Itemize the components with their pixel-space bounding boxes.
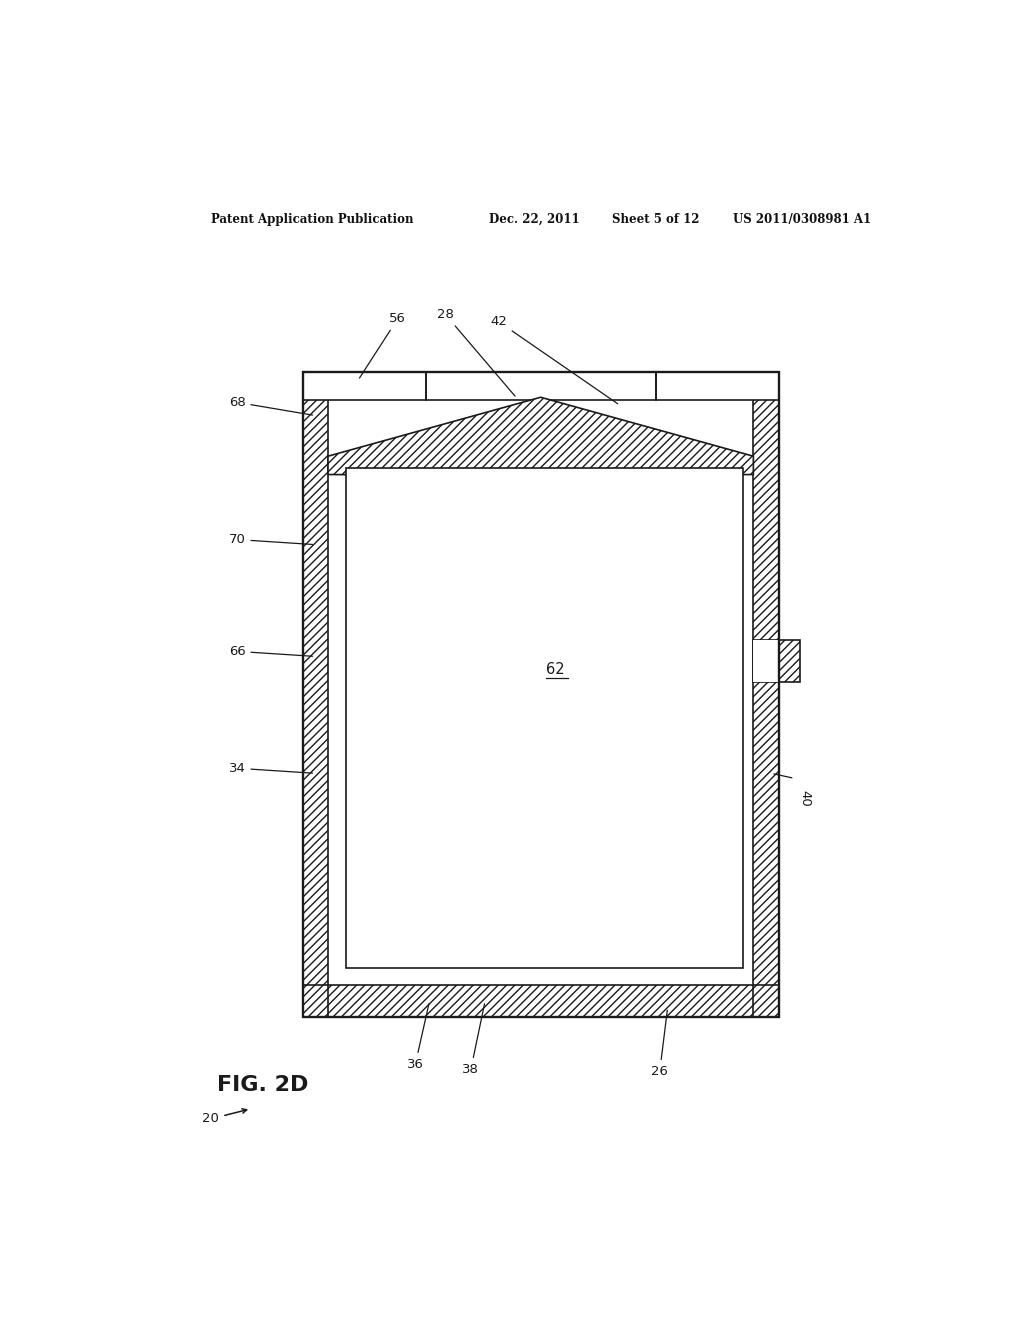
Polygon shape	[328, 397, 754, 477]
Text: 70: 70	[228, 533, 312, 546]
Text: 38: 38	[463, 1003, 484, 1076]
Bar	[303, 372, 426, 400]
Text: Sheet 5 of 12: Sheet 5 of 12	[612, 213, 699, 226]
Text: 36: 36	[407, 1003, 429, 1071]
Text: 56: 56	[359, 312, 407, 378]
Text: 20: 20	[203, 1109, 247, 1126]
Text: Patent Application Publication: Patent Application Publication	[211, 213, 414, 226]
Bar	[303, 372, 778, 1018]
Bar	[754, 372, 778, 1018]
Text: Dec. 22, 2011: Dec. 22, 2011	[489, 213, 580, 226]
Text: 62: 62	[546, 663, 565, 677]
Text: 26: 26	[651, 1010, 668, 1078]
Bar	[346, 469, 743, 969]
Text: 28: 28	[437, 308, 515, 396]
Text: US 2011/0308981 A1: US 2011/0308981 A1	[733, 213, 870, 226]
Bar	[303, 985, 778, 1018]
Text: 40: 40	[799, 791, 812, 807]
Bar	[303, 985, 778, 1018]
Bar	[303, 372, 328, 1018]
Bar	[303, 372, 328, 1018]
Bar	[303, 372, 778, 1018]
Text: 42: 42	[490, 315, 617, 404]
Bar	[754, 640, 800, 681]
Bar	[655, 372, 778, 400]
Bar	[303, 372, 426, 400]
Bar	[754, 372, 778, 1018]
Bar	[655, 372, 778, 400]
Text: 66: 66	[228, 645, 312, 657]
Text: 34: 34	[228, 762, 312, 775]
Bar	[754, 640, 778, 681]
Bar	[754, 640, 800, 681]
Text: FIG. 2D: FIG. 2D	[217, 1076, 308, 1096]
Bar	[426, 372, 655, 400]
Text: 68: 68	[228, 396, 312, 414]
